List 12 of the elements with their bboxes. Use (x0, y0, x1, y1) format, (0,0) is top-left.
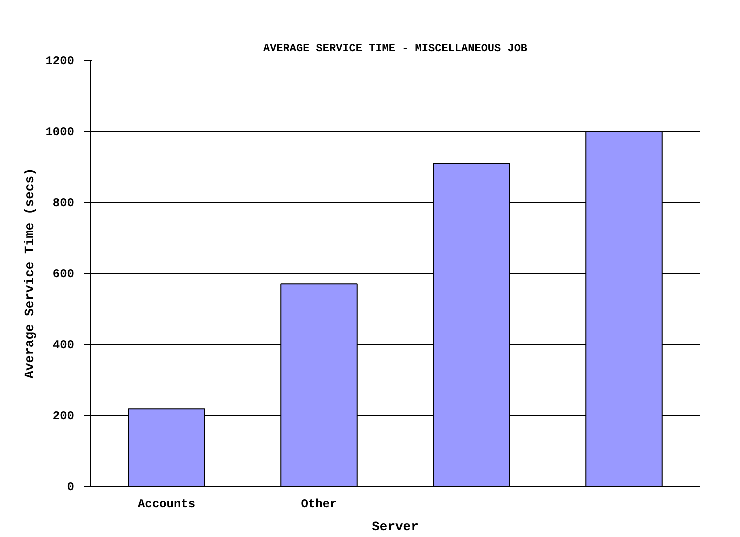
y-tick-label: 1200 (46, 54, 75, 68)
y-axis-title: Average Service Time (secs) (22, 168, 38, 379)
y-tick-label: 200 (52, 410, 75, 424)
x-tick-label: Other (301, 498, 338, 512)
y-tick-label: 1000 (46, 126, 75, 140)
x-tick-label: Accounts (138, 498, 196, 512)
y-tick-label: 600 (52, 268, 75, 282)
y-tick-label: 0 (67, 480, 74, 494)
y-tick-label: 800 (52, 196, 75, 210)
x-axis-title: Server (372, 520, 419, 534)
y-tick-label: 400 (52, 338, 75, 352)
chart-title: AVERAGE SERVICE TIME - MISCELLANEOUS JOB (263, 44, 528, 56)
